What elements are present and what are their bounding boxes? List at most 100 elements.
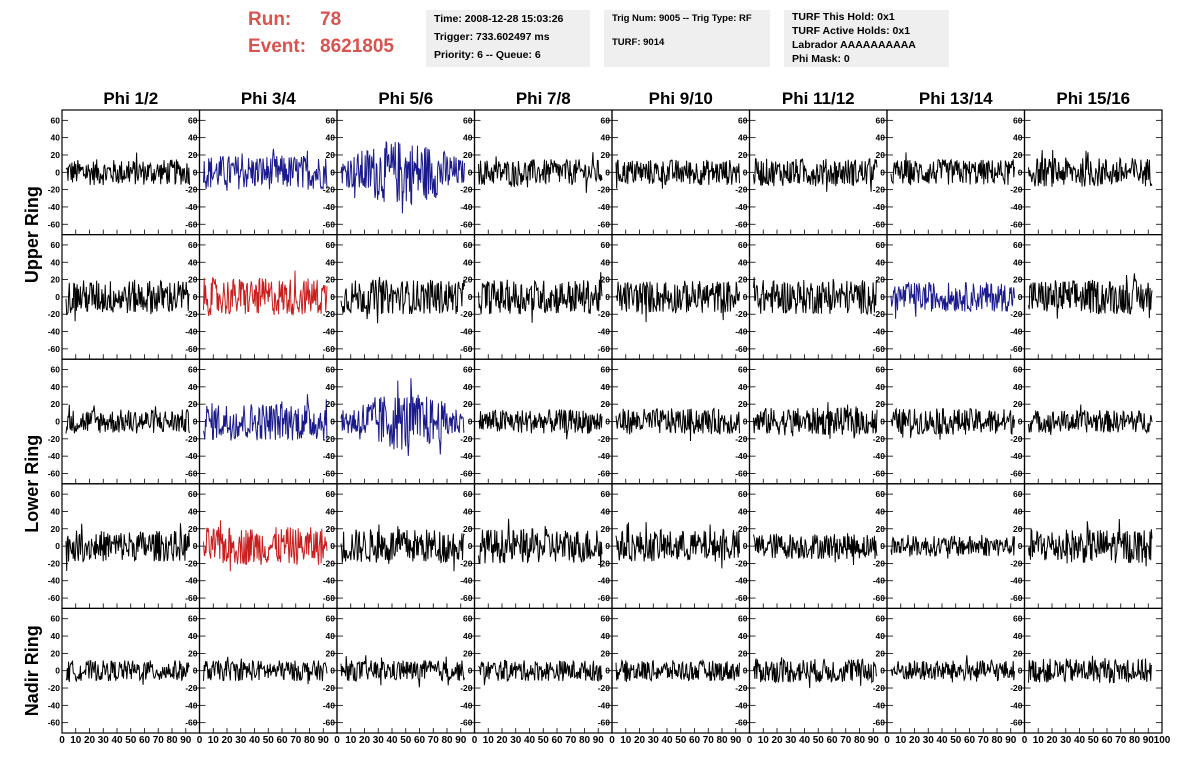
- y-tick-label: 60: [1013, 614, 1023, 624]
- event-value: 8621805: [320, 36, 394, 57]
- y-tick-label: -60: [185, 219, 198, 229]
- waveform-panel: -60 -40 -20 0 20 40 60: [873, 358, 1026, 485]
- y-tick-label: 20: [463, 648, 473, 658]
- y-tick-label: -40: [598, 202, 611, 212]
- x-tick-label: 70: [1115, 735, 1127, 746]
- y-tick-label: 60: [876, 489, 886, 499]
- column-heading: Phi 5/6: [378, 89, 433, 108]
- y-tick-label: -40: [323, 327, 336, 337]
- y-tick-label: -40: [1010, 327, 1023, 337]
- waveform-panel: -60 -40 -20 0 20 40 60: [460, 109, 613, 236]
- y-tick-label: 40: [463, 506, 473, 516]
- y-tick-label: -20: [1010, 683, 1023, 693]
- y-tick-label: 20: [876, 275, 886, 285]
- x-tick-label: 90: [1143, 735, 1155, 746]
- y-tick-label: -20: [598, 558, 611, 568]
- y-tick-label: -60: [735, 468, 748, 478]
- y-tick-label: 20: [326, 399, 336, 409]
- y-tick-label: 40: [51, 382, 61, 392]
- y-tick-label: -20: [323, 309, 336, 319]
- waveform-trace: [65, 659, 190, 685]
- y-tick-label: 60: [51, 489, 61, 499]
- y-tick-label: -60: [598, 718, 611, 728]
- waveform-panel: -60 -40 -20 0 20 40 60: [735, 358, 888, 485]
- y-tick-label: 40: [51, 257, 61, 267]
- y-tick-label: -60: [48, 718, 61, 728]
- y-tick-label: -20: [598, 683, 611, 693]
- y-tick-label: -20: [873, 309, 886, 319]
- y-tick-label: -40: [460, 202, 473, 212]
- y-tick-label: -40: [460, 327, 473, 337]
- y-tick-label: 0: [330, 167, 335, 177]
- priority-text: Priority: 6 -- Queue: 6: [434, 49, 541, 61]
- y-tick-label: -20: [1010, 434, 1023, 444]
- y-tick-label: -60: [735, 219, 748, 229]
- y-tick-label: -60: [735, 344, 748, 354]
- y-tick-label: -60: [460, 593, 473, 603]
- turf-info-box: TURF This Hold: 0x1 TURF Active Holds: 0…: [784, 10, 949, 67]
- column-heading: Phi 13/14: [919, 89, 993, 108]
- x-tick-label: 70: [290, 735, 302, 746]
- y-tick-label: 60: [601, 240, 611, 250]
- y-tick-label: 40: [1013, 506, 1023, 516]
- y-tick-label: 60: [738, 240, 748, 250]
- y-tick-label: -60: [185, 344, 198, 354]
- waveform-trace: [65, 279, 190, 322]
- waveform-panel: -60 -40 -20 0 20 40 60: [735, 234, 888, 360]
- y-tick-label: -60: [598, 219, 611, 229]
- waveform-panel: -60 -40 -20 0 20 40 60: [735, 483, 888, 609]
- y-tick-label: 40: [463, 257, 473, 267]
- y-tick-label: 20: [463, 150, 473, 160]
- y-tick-label: 20: [1013, 150, 1023, 160]
- y-tick-label: -40: [598, 327, 611, 337]
- x-tick-label: 50: [1088, 735, 1100, 746]
- y-tick-label: -60: [323, 344, 336, 354]
- waveform-trace: [478, 518, 603, 568]
- y-tick-label: -40: [48, 327, 61, 337]
- y-tick-label: 60: [1013, 240, 1023, 250]
- waveform-trace: [615, 280, 740, 323]
- y-tick-label: 40: [738, 257, 748, 267]
- y-tick-label: -20: [735, 683, 748, 693]
- y-tick-label: 0: [605, 417, 610, 427]
- y-tick-label: 60: [463, 489, 473, 499]
- x-tick-label: 70: [565, 735, 577, 746]
- y-tick-label: 40: [738, 133, 748, 143]
- x-tick-label: 50: [125, 735, 137, 746]
- event-label: Event:: [248, 36, 307, 57]
- y-tick-label: 20: [188, 524, 198, 534]
- row-group-label: Lower Ring: [22, 435, 42, 533]
- panel-frame: [611, 607, 751, 734]
- row-group-label: Nadir Ring: [22, 625, 42, 716]
- y-tick-label: 20: [876, 399, 886, 409]
- x-tick-label: 40: [661, 735, 673, 746]
- y-tick-label: 60: [738, 115, 748, 125]
- y-tick-label: -40: [323, 451, 336, 461]
- y-tick-label: 20: [51, 275, 61, 285]
- y-tick-label: 60: [463, 614, 473, 624]
- waveform-trace: [890, 281, 1015, 319]
- y-tick-label: 40: [51, 133, 61, 143]
- y-tick-label: -20: [873, 434, 886, 444]
- y-tick-label: 60: [326, 365, 336, 375]
- y-tick-label: 0: [193, 666, 198, 676]
- waveform-panel: -60 -40 -20 0 20 40 60: [460, 483, 613, 609]
- waveform-trace: [890, 655, 1015, 683]
- y-tick-label: 20: [738, 275, 748, 285]
- y-tick-label: 20: [326, 648, 336, 658]
- y-tick-label: 0: [193, 541, 198, 551]
- y-tick-label: 0: [605, 292, 610, 302]
- y-tick-label: 20: [326, 275, 336, 285]
- y-tick-label: 20: [738, 648, 748, 658]
- waveform-panel: -60 -40 -20 0 20 40 60: [873, 234, 1026, 360]
- x-tick-label: 80: [441, 735, 453, 746]
- x-tick-label: 70: [703, 735, 715, 746]
- y-tick-label: 40: [601, 257, 611, 267]
- waveform-trace: [340, 277, 465, 324]
- run-label: Run:: [248, 9, 292, 30]
- y-tick-label: 20: [1013, 275, 1023, 285]
- x-tick-label: 0: [59, 735, 65, 746]
